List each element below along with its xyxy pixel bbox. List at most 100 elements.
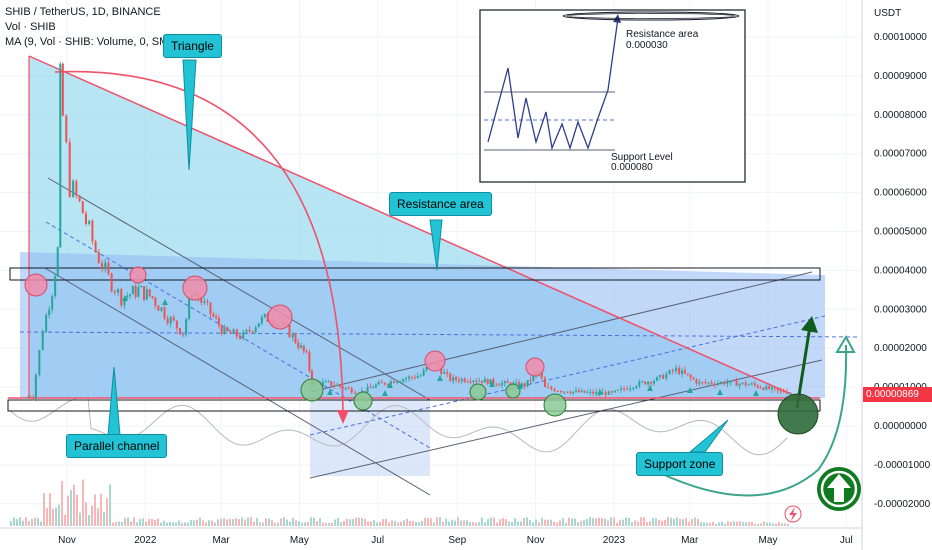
support-touch-marker: [353, 391, 373, 411]
candle-body: [242, 332, 245, 339]
candle-body: [723, 381, 726, 385]
support-touch-marker: [505, 383, 521, 399]
candle-body: [540, 371, 543, 379]
up-arrow-icon: [817, 467, 861, 511]
volume-bar: [610, 517, 612, 526]
volume-bar: [325, 522, 327, 526]
candle-body: [768, 386, 771, 390]
candle-body: [518, 382, 521, 387]
volume-bar: [157, 518, 159, 526]
candle-body: [756, 385, 759, 388]
volume-bar: [400, 521, 402, 526]
candle-body: [380, 382, 383, 384]
triangle-callout[interactable]: Triangle: [163, 34, 222, 58]
candle-body: [84, 213, 87, 224]
resistance-callout[interactable]: Resistance area: [389, 192, 492, 216]
support-callout[interactable]: Support zone: [636, 452, 724, 476]
signal-triangle: [122, 295, 128, 301]
candle-body: [61, 63, 64, 116]
parallel-channel-area: [20, 252, 825, 398]
volume-bar: [772, 523, 774, 526]
volume-bar: [43, 492, 45, 526]
candle-body: [59, 63, 62, 248]
parallel-callout[interactable]: Parallel channel: [66, 434, 168, 458]
candle-body: [747, 384, 750, 386]
candle-body: [759, 387, 762, 389]
volume-bar: [586, 518, 588, 526]
volume-bar: [100, 493, 102, 526]
x-tick-label: 2022: [134, 535, 157, 546]
candle-body: [419, 375, 422, 377]
volume-bar: [736, 521, 738, 526]
resistance-touch-marker: [525, 357, 545, 377]
volume-bar: [280, 518, 282, 526]
volume-bar: [589, 517, 591, 526]
volume-bar: [355, 517, 357, 526]
volume-bar: [472, 521, 474, 526]
support-callout-pointer: [688, 419, 729, 453]
candle-body: [65, 115, 68, 143]
candle-body: [29, 397, 32, 399]
volume-bar: [283, 517, 285, 526]
volume-bar: [778, 522, 780, 526]
signal-triangle: [597, 389, 603, 395]
candle-body: [97, 251, 100, 264]
candle-body: [383, 382, 386, 385]
volume-bar: [13, 517, 15, 526]
projection-arc-green: [657, 344, 848, 497]
volume-bar: [166, 522, 168, 526]
candle-body: [185, 319, 188, 335]
candle-body: [110, 273, 113, 292]
volume-label: Vol · SHIB: [5, 21, 56, 33]
volume-bar: [136, 522, 138, 526]
volume-bar: [412, 520, 414, 526]
volume-bar: [178, 520, 180, 526]
lightning-icon[interactable]: [784, 505, 802, 523]
candle-body: [175, 320, 178, 329]
volume-bar: [718, 522, 720, 526]
x-tick-label: Sep: [448, 535, 466, 546]
volume-bar: [112, 522, 114, 526]
volume-bar: [724, 523, 726, 526]
volume-bar: [235, 518, 237, 526]
candle-body: [148, 289, 151, 297]
volume-bar: [601, 518, 603, 526]
candle-body: [91, 220, 94, 242]
volume-bar: [403, 520, 405, 526]
y-tick-label: 0.00008000: [874, 110, 927, 121]
resistance-touch-marker: [267, 304, 293, 330]
candle-body: [399, 381, 402, 383]
volume-bar: [757, 523, 759, 526]
volume-bar: [559, 520, 561, 526]
volume-bar: [64, 514, 66, 526]
candle-body: [455, 377, 458, 380]
y-axis[interactable]: 0.00010000 0.00009000 0.00008000 0.00007000…: [874, 32, 931, 510]
volume-bar: [58, 504, 60, 526]
candle-body: [610, 391, 613, 393]
candle-body: [294, 334, 297, 343]
candle-body: [78, 195, 81, 202]
candle-body: [671, 370, 674, 372]
signal-triangle: [162, 299, 168, 305]
volume-bar: [571, 518, 573, 526]
current-support-marker: [777, 393, 819, 435]
volume-bars: [10, 479, 789, 526]
volume-bar: [67, 495, 69, 526]
price-candles: [27, 61, 792, 402]
volume-bar: [373, 519, 375, 526]
volume-bar: [502, 518, 504, 526]
volume-bar: [274, 522, 276, 526]
signal-triangle: [489, 381, 495, 387]
volume-bar: [250, 517, 252, 526]
volume-bar: [775, 523, 777, 526]
volume-bar: [409, 520, 411, 526]
candle-body: [123, 297, 126, 306]
candle-body: [457, 379, 460, 382]
volume-bar: [547, 519, 549, 526]
volume-bar: [616, 522, 618, 526]
volume-bar: [313, 517, 315, 526]
volume-bar: [592, 518, 594, 526]
volume-bar: [154, 519, 156, 526]
x-axis[interactable]: Nov 2022 Mar May Jul Sep Nov 2023 Mar May Jul: [0, 0, 863, 550]
